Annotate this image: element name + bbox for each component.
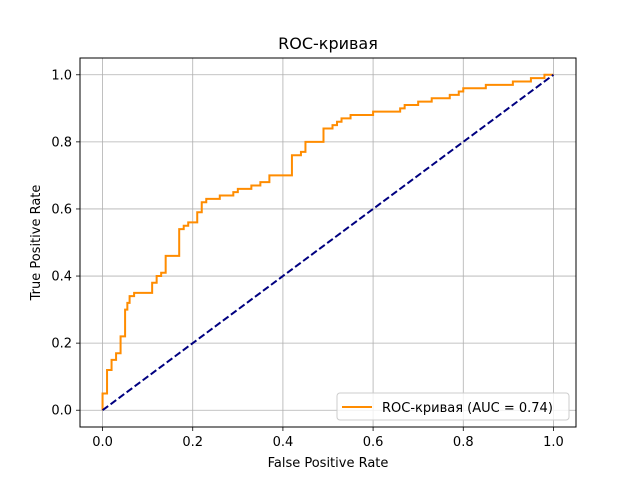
chart-title: ROC-кривая (278, 34, 378, 53)
plot-frame (79, 57, 577, 428)
x-tick-label: 0.6 (363, 435, 384, 450)
y-tick-label: 0.8 (51, 135, 72, 150)
grid (80, 58, 576, 427)
y-tick-label: 1.0 (51, 68, 72, 83)
x-tick-label: 0.2 (182, 435, 203, 450)
legend-label-roc: ROC-кривая (AUC = 0.74) (382, 401, 553, 416)
y-axis-label: True Positive Rate (29, 185, 44, 302)
legend-box (336, 392, 570, 421)
x-tick-label: 0.0 (92, 435, 113, 450)
x-axis-label: False Positive Rate (268, 456, 389, 471)
random-baseline-line (101, 73, 555, 412)
roc-curve-line (101, 73, 554, 411)
series-layer (101, 73, 555, 412)
y-tick-label: 0.4 (51, 270, 72, 285)
legend: ROC-кривая (AUC = 0.74) (336, 392, 570, 421)
y-tick-label: 0.6 (51, 202, 72, 217)
y-tick-label: 0.2 (51, 337, 72, 352)
ticks: 0.0 0.2 0.4 0.6 0.8 1.0 0.0 0.2 0.4 0.6 0.8 1.0 (51, 68, 563, 450)
x-tick-label: 0.4 (273, 435, 294, 450)
x-tick-label: 1.0 (543, 435, 564, 450)
x-tick-label: 0.8 (453, 435, 474, 450)
y-tick-label: 0.0 (51, 404, 72, 419)
